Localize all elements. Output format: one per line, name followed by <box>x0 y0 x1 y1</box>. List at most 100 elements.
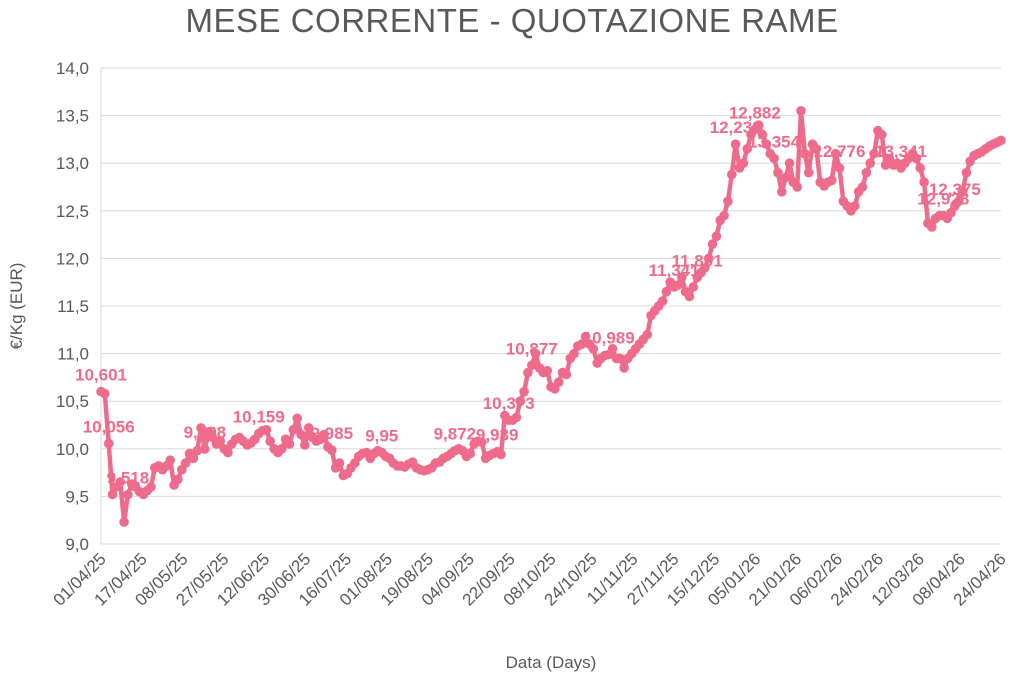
data-point <box>761 139 772 149</box>
data-point <box>719 210 729 221</box>
data-point <box>265 436 276 447</box>
data-point <box>261 425 272 435</box>
data-point <box>784 158 795 168</box>
data-point <box>796 106 806 116</box>
data-label: 9,939 <box>476 426 519 445</box>
data-point <box>580 331 591 342</box>
data-point <box>527 360 537 371</box>
data-point <box>961 167 972 178</box>
data-point <box>723 196 733 207</box>
data-point <box>919 177 929 187</box>
data-point <box>800 148 810 159</box>
data-point <box>861 167 872 178</box>
data-point <box>107 489 118 500</box>
data-point <box>288 425 299 435</box>
data-point <box>730 139 741 149</box>
data-label: 10,601 <box>75 366 127 385</box>
y-axis-title: €/Kg (EUR) <box>7 263 26 350</box>
data-point <box>792 182 802 192</box>
data-point <box>196 423 206 433</box>
data-point <box>877 129 887 140</box>
data-label: 11,801 <box>672 251 723 270</box>
data-label: 9,872 <box>434 425 477 444</box>
chart-title: MESE CORRENTE - QUOTAZIONE RAME <box>185 2 839 39</box>
data-point <box>277 444 287 454</box>
data-point <box>319 429 329 440</box>
y-tick-label: 10,5 <box>56 392 89 411</box>
data-label: 12,928 <box>917 190 969 209</box>
data-point <box>465 448 476 459</box>
data-point <box>100 388 110 399</box>
data-point <box>180 458 191 468</box>
data-point <box>915 163 925 173</box>
y-tick-label: 13,5 <box>56 107 89 126</box>
data-point <box>757 129 768 140</box>
data-point <box>957 187 968 197</box>
data-point <box>688 282 699 292</box>
data-point <box>123 489 133 500</box>
data-point <box>519 386 529 397</box>
data-point <box>830 148 841 159</box>
data-label: 10,159 <box>233 408 285 427</box>
y-tick-label: 9,0 <box>65 535 89 554</box>
data-point <box>869 148 879 159</box>
data-label: 12,882 <box>729 103 781 122</box>
data-point <box>811 144 822 154</box>
y-tick-label: 12,5 <box>56 202 89 221</box>
data-point <box>850 201 860 211</box>
data-point <box>511 412 522 423</box>
data-point <box>115 477 125 487</box>
data-point <box>727 169 737 180</box>
data-point <box>223 447 233 458</box>
data-point <box>953 196 964 207</box>
data-label: 11,341 <box>649 261 700 280</box>
data-label: 12,776 <box>813 142 865 161</box>
data-label: 10,877 <box>506 339 558 358</box>
data-label: 13,354 <box>748 132 801 151</box>
data-point <box>827 175 837 186</box>
data-point <box>703 253 714 264</box>
data-point <box>773 167 783 178</box>
data-point <box>173 474 183 485</box>
data-point <box>700 263 710 273</box>
data-point <box>661 286 672 297</box>
y-tick-label: 14,0 <box>56 59 89 78</box>
data-point <box>577 339 587 349</box>
data-label: 9,95 <box>365 427 398 446</box>
data-point <box>300 440 310 450</box>
data-point <box>327 445 337 456</box>
data-point <box>188 453 199 464</box>
data-label: 10,056 <box>83 417 135 436</box>
data-point <box>200 444 210 454</box>
data-point <box>753 120 764 130</box>
data-label: 12,232 <box>710 118 762 137</box>
data-point <box>707 239 718 249</box>
data-point <box>542 365 552 376</box>
data-point <box>803 167 814 178</box>
data-point <box>215 436 225 447</box>
x-axis-title: Data (Days) <box>506 653 597 672</box>
data-point <box>615 353 625 364</box>
data-point <box>777 187 787 197</box>
data-point <box>642 329 652 340</box>
data-point <box>523 367 533 378</box>
data-point <box>569 348 579 359</box>
data-point <box>619 363 629 373</box>
data-label: 9,998 <box>184 423 227 442</box>
y-tick-label: 12,0 <box>56 249 89 268</box>
data-point <box>607 344 618 354</box>
data-point <box>911 153 922 164</box>
data-point <box>515 396 525 407</box>
data-point <box>284 439 295 449</box>
data-point <box>553 377 564 388</box>
y-tick-label: 13,0 <box>56 154 89 173</box>
data-label: 13,341 <box>875 142 927 161</box>
data-label: 12,375 <box>929 180 981 199</box>
data-point <box>530 348 541 359</box>
data-point <box>857 182 868 192</box>
data-point <box>303 423 314 433</box>
data-point <box>927 222 937 232</box>
y-tick-label: 9,5 <box>65 487 89 506</box>
